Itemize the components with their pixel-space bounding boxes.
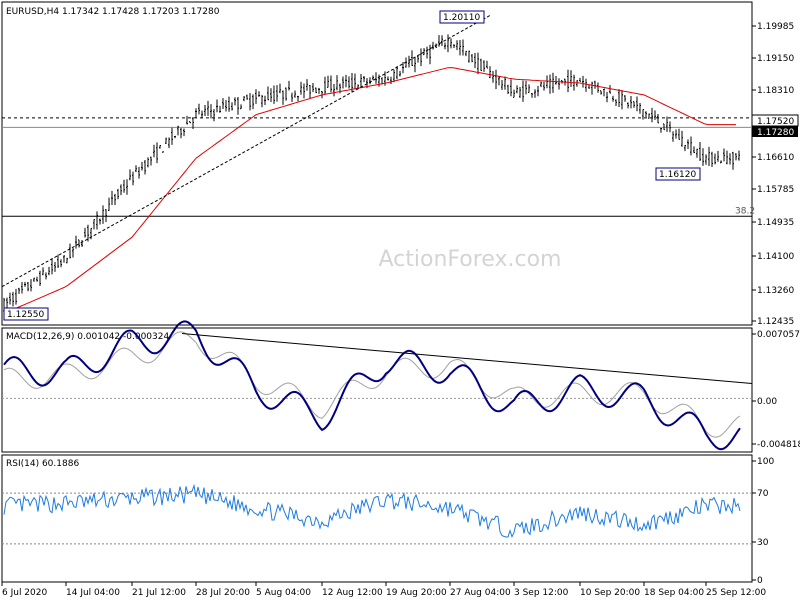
moving-average-line — [3, 67, 736, 314]
watermark: ActionForex.com — [379, 247, 562, 272]
time-tick-label: 18 Sep 04:00 — [644, 588, 704, 598]
rsi-tick-label: 70 — [757, 489, 769, 499]
price-tick-label: 1.16610 — [757, 153, 794, 163]
price-panel: ActionForex.com EURUSD,H4 1.17342 1.17428… — [1, 1, 799, 327]
macd-tick-label: 0.007057 — [757, 330, 800, 340]
panel-frame — [1, 1, 753, 326]
time-tick-label: 10 Sep 20:00 — [580, 588, 640, 598]
rsi-tick-label: 100 — [757, 457, 774, 467]
rsi-panel: RSI(14) 60.1886 100 70 30 0 — [1, 454, 774, 586]
macd-title: MACD(12,26,9) 0.001042 -0.000324 — [6, 332, 169, 342]
macd-signal-line — [3, 331, 741, 438]
price-tick-label: 1.14100 — [757, 252, 794, 262]
price-tick-label: 1.13260 — [757, 286, 794, 296]
time-tick-label: 12 Aug 12:00 — [322, 588, 383, 598]
time-tick-label: 19 Aug 20:00 — [386, 588, 447, 598]
macd-tick-label: 0.00 — [757, 397, 777, 407]
time-tick-label: 3 Sep 12:00 — [514, 588, 569, 598]
price-box-filled — [752, 126, 798, 137]
fib-label: 38.2 — [735, 206, 755, 216]
rsi-title: RSI(14) 60.1886 — [6, 459, 79, 469]
panel-frame — [1, 327, 753, 453]
panel-frame — [1, 454, 753, 583]
time-axis: 6 Jul 2020 14 Jul 04:00 21 Jul 12:00 28 Jul… — [1, 582, 766, 598]
price-tick-label: 1.15785 — [757, 185, 794, 195]
rsi-line — [3, 483, 741, 539]
annotation-label: 1.16120 — [659, 170, 696, 180]
time-tick-label: 25 Sep 12:00 — [706, 588, 766, 598]
time-tick-label: 28 Jul 20:00 — [196, 588, 250, 598]
price-tick-label: 1.14935 — [757, 218, 794, 228]
price-title: EURUSD,H4 1.17342 1.17428 1.17203 1.1728… — [6, 7, 220, 17]
time-tick-label: 5 Aug 04:00 — [256, 588, 311, 598]
time-tick-label: 21 Jul 12:00 — [132, 588, 186, 598]
macd-tick-label: -0.004818 — [757, 440, 800, 450]
price-tick-label: 1.19985 — [757, 22, 794, 32]
annotation-label: 1.12550 — [7, 310, 44, 320]
rsi-tick-label: 0 — [757, 576, 763, 586]
price-tick-label: 1.12435 — [757, 317, 794, 327]
macd-panel: MACD(12,26,9) 0.001042 -0.000324 0.007057… — [1, 320, 800, 453]
rsi-tick-label: 30 — [757, 538, 769, 548]
time-tick-label: 14 Jul 04:00 — [66, 588, 120, 598]
time-tick-label: 27 Aug 04:00 — [450, 588, 511, 598]
current-price-label: 1.17280 — [757, 128, 794, 138]
price-tick-label: 1.19150 — [757, 54, 794, 64]
annotation-box — [439, 10, 485, 24]
annotation-label: 1.20110 — [443, 13, 480, 23]
macd-trendline — [181, 333, 753, 385]
trendline-dashed — [1, 15, 491, 288]
current-price-label: 1.17520 — [757, 117, 794, 127]
annotation-box — [655, 167, 701, 181]
time-tick-label: 6 Jul 2020 — [2, 588, 47, 598]
price-tick-label: 1.18310 — [757, 86, 794, 96]
annotation-box — [3, 307, 49, 321]
macd-line — [3, 320, 741, 451]
